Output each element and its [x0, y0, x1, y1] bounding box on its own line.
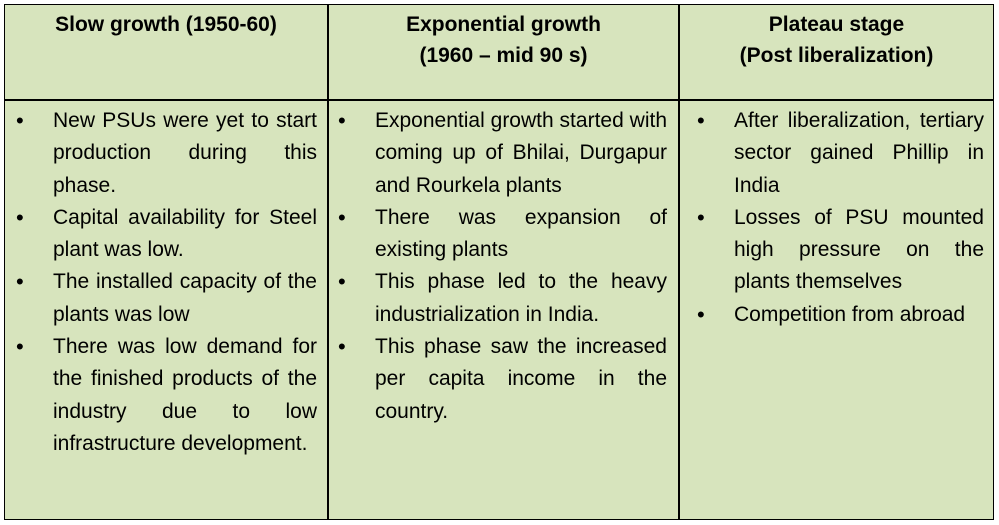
list-item-text: After liberalization, tertiary sector ga…	[734, 109, 984, 197]
list-item: This phase saw the increased per capita …	[327, 331, 667, 428]
list-item: This phase led to the heavy industrializ…	[327, 266, 667, 331]
list-item: There was low demand for the finished pr…	[5, 331, 317, 460]
list-item: There was expansion of existing plants	[327, 202, 667, 267]
column-divider-2	[678, 5, 680, 519]
list-item-text: There was expansion of existing plants	[375, 205, 667, 262]
header-line: (1960 – mid 90 s)	[419, 44, 588, 67]
growth-stages-table: Slow growth (1950-60) Exponential growth…	[4, 4, 994, 520]
header-line: Plateau stage	[768, 13, 905, 36]
bullet-list: After liberalization, tertiary sector ga…	[686, 105, 984, 331]
list-item: The installed capacity of the plants was…	[5, 266, 317, 331]
list-item-text: The installed capacity of the plants was…	[53, 270, 317, 326]
column-exponential-growth: Exponential growth started with coming u…	[327, 105, 667, 428]
list-item-text: Capital availability for Steel plant was…	[53, 205, 317, 262]
column-slow-growth: New PSUs were yet to start production du…	[5, 105, 317, 460]
bullet-list: Exponential growth started with coming u…	[327, 105, 667, 428]
list-item-text: Exponential growth started with coming u…	[375, 109, 667, 197]
list-item: New PSUs were yet to start production du…	[5, 105, 317, 202]
bullet-list: New PSUs were yet to start production du…	[5, 105, 317, 460]
list-item-text: This phase led to the heavy industrializ…	[375, 270, 667, 326]
list-item: Competition from abroad	[686, 299, 984, 332]
header-divider	[5, 99, 993, 101]
header-slow-growth: Slow growth (1950-60)	[5, 9, 327, 40]
list-item: Exponential growth started with coming u…	[327, 105, 667, 202]
list-item: Losses of PSU mounted high pressure on t…	[686, 202, 984, 299]
list-item-text: Losses of PSU mounted high pressure on t…	[734, 205, 984, 294]
list-item: Capital availability for Steel plant was…	[5, 202, 317, 267]
list-item-text: This phase saw the increased per capita …	[375, 335, 667, 423]
header-line: Slow growth (1950-60)	[55, 13, 277, 36]
header-exponential-growth: Exponential growth (1960 – mid 90 s)	[329, 9, 678, 71]
header-line: Exponential growth	[406, 13, 601, 36]
list-item-text: New PSUs were yet to start production du…	[53, 109, 317, 197]
list-item-text: There was low demand for the finished pr…	[53, 335, 317, 455]
header-line: (Post liberalization)	[739, 44, 934, 67]
column-plateau-stage: After liberalization, tertiary sector ga…	[686, 105, 984, 331]
header-plateau-stage: Plateau stage (Post liberalization)	[680, 9, 993, 71]
list-item-text: Competition from abroad	[734, 302, 966, 326]
list-item: After liberalization, tertiary sector ga…	[686, 105, 984, 202]
